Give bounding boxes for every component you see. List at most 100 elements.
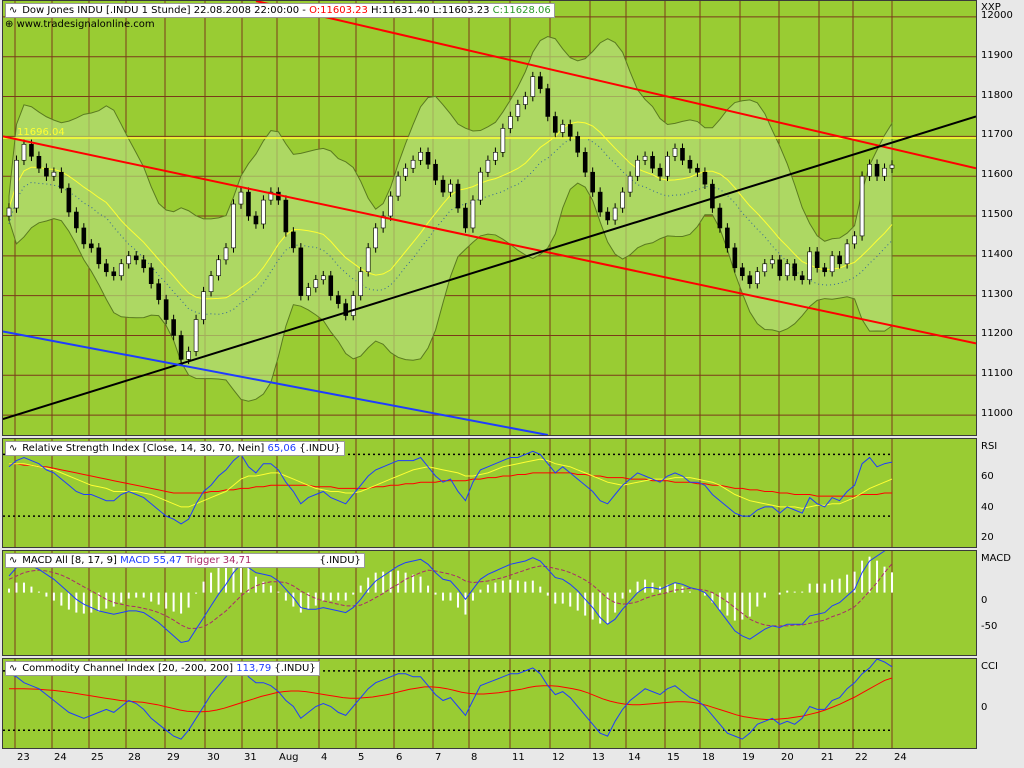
candle: [403, 167, 408, 177]
x-tick-label: 13: [592, 752, 605, 763]
candle: [111, 271, 117, 277]
candle: [627, 175, 633, 193]
rsi-panel[interactable]: ∿ Relative Strength Index [Close, 14, 30…: [2, 438, 977, 548]
candle: [163, 299, 169, 320]
macd-tick-0: 0: [981, 595, 988, 606]
candle: [186, 351, 191, 360]
candle: [223, 247, 229, 261]
price-tick-label: 11000: [981, 408, 1013, 420]
candle: [732, 247, 738, 269]
price-legend: ∿ Dow Jones INDU [.INDU 1 Stunde] 22.08.…: [5, 3, 555, 18]
candle: [268, 191, 274, 201]
candle: [470, 199, 476, 229]
candle: [582, 152, 588, 173]
cci-y-axis[interactable]: CCI 0: [977, 658, 1024, 747]
candle: [96, 247, 102, 265]
price-chart[interactable]: [3, 1, 976, 435]
cci-value: 113,79: [236, 663, 272, 674]
candle: [440, 179, 446, 193]
candle: [298, 247, 304, 296]
candle: [545, 88, 551, 117]
candle: [530, 76, 536, 97]
cci-chart[interactable]: [3, 659, 976, 748]
candle: [747, 275, 753, 284]
price-y-axis[interactable]: XXP 11000 11100 11200 11300 11400 11500 11600 1…: [977, 0, 1024, 434]
candle: [171, 319, 176, 336]
x-tick-label: 14: [628, 752, 641, 763]
candle: [388, 195, 393, 217]
line-chart-icon: ∿: [9, 663, 18, 674]
cci-line: [8, 659, 893, 740]
inner-average-dotted: [8, 137, 893, 316]
candle: [567, 124, 573, 137]
candle: [560, 124, 566, 133]
candle: [463, 207, 468, 229]
candle: [882, 167, 887, 177]
source-url[interactable]: ⊕ www.tradesignalonline.com: [5, 19, 155, 30]
candle: [575, 136, 581, 153]
candle: [867, 163, 872, 177]
price-open: O:11603.23: [309, 5, 368, 16]
macd-trigger: Trigger 34,71: [185, 555, 252, 566]
macd-value: MACD 55,47: [120, 555, 182, 566]
candle: [642, 155, 648, 161]
rsi-legend: ∿ Relative Strength Index [Close, 14, 30…: [5, 441, 345, 456]
candle: [21, 144, 27, 161]
candle: [448, 183, 453, 193]
candle: [829, 255, 835, 273]
candle: [762, 263, 768, 273]
candle: [380, 215, 386, 229]
macd-chart[interactable]: [3, 551, 976, 655]
rsi-value: 65,06: [267, 443, 297, 454]
macd-axis-title: MACD: [981, 553, 1011, 564]
price-tick-label: 12000: [981, 9, 1013, 21]
rsi-symbol: {.INDU}: [299, 443, 341, 454]
candle: [36, 155, 42, 169]
cci-name: Commodity Channel Index: [22, 663, 155, 674]
x-tick-label: 28: [128, 752, 141, 763]
macd-panel[interactable]: ∿ MACD All [8, 17, 9] MACD 55,47 Trigger…: [2, 550, 977, 656]
candle: [740, 267, 745, 277]
candle: [755, 271, 760, 284]
rsi-tick-40: 40: [981, 502, 994, 513]
macd-y-axis[interactable]: MACD 0 -50: [977, 550, 1024, 654]
cci-ma-line: [9, 677, 893, 720]
x-tick-label: Aug: [279, 752, 299, 763]
rsi-tick-20: 20: [981, 532, 994, 543]
candle: [328, 275, 334, 296]
candle: [844, 243, 850, 265]
candle: [695, 167, 700, 173]
x-tick-label: 29: [167, 752, 180, 763]
rsi-ma-red: [9, 463, 892, 497]
x-tick-label: 5: [358, 752, 365, 763]
candle: [777, 259, 783, 277]
candle: [365, 247, 371, 273]
x-axis[interactable]: 23 24 25 28 29 30 31 Aug 4 5 6 7 8 11 12 13 14 15 18 19 20 21…: [2, 749, 975, 768]
candle: [246, 191, 251, 217]
candle: [837, 255, 842, 265]
candle: [216, 259, 221, 277]
candle: [874, 163, 880, 177]
price-panel[interactable]: ∿ Dow Jones INDU [.INDU 1 Stunde] 22.08.…: [2, 0, 977, 436]
candle: [261, 199, 266, 225]
candle: [814, 251, 820, 269]
line-chart-icon: ∿: [9, 555, 18, 566]
rsi-chart[interactable]: [3, 439, 976, 547]
candle: [156, 283, 161, 300]
cci-panel[interactable]: ∿ Commodity Channel Index [20, -200, 200…: [2, 658, 977, 749]
cci-legend: ∿ Commodity Channel Index [20, -200, 200…: [5, 661, 320, 676]
candle: [350, 295, 356, 316]
candle: [66, 187, 72, 213]
cci-symbol: {.INDU}: [274, 663, 316, 674]
candle: [395, 175, 401, 197]
candle: [118, 263, 124, 277]
macd-tick-minus50: -50: [981, 621, 998, 632]
price-symbol: Dow Jones INDU [.INDU 1 Stunde]: [22, 5, 191, 16]
rsi-y-axis[interactable]: RSI 60 40 20: [977, 438, 1024, 546]
candle: [283, 199, 289, 233]
source-url-text: www.tradesignalonline.com: [16, 19, 155, 30]
price-tick-label: 11300: [981, 288, 1013, 300]
x-tick-label: 24: [894, 752, 907, 763]
candle: [515, 104, 521, 117]
rsi-axis-title: RSI: [981, 441, 998, 452]
